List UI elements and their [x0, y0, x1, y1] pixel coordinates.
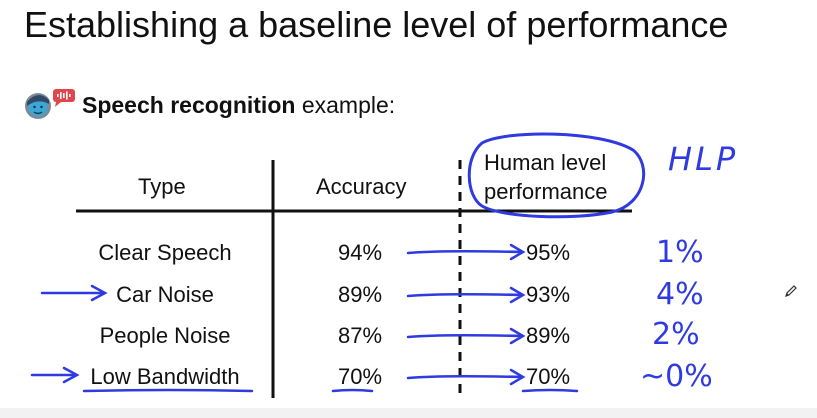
header-human-line1: Human level — [484, 150, 607, 175]
header-human-level-performance: Human level performance — [484, 148, 608, 206]
row-type-people-noise: People Noise — [99, 323, 231, 348]
header-human-line2: performance — [484, 179, 608, 204]
underlines — [82, 388, 579, 393]
gap-car-noise: 4% — [656, 277, 704, 312]
gap-low-bandwidth: ~0% — [640, 359, 713, 394]
row-type-clear-speech: Clear Speech — [98, 240, 232, 265]
gap-clear-speech: 1% — [656, 235, 704, 270]
row-accuracy-car-noise: 89% — [338, 282, 383, 307]
row-hlp-low-bandwidth: 70% — [526, 364, 571, 389]
subtitle: Speech recognition example: — [82, 92, 395, 119]
arrow-car-noise — [406, 286, 526, 304]
row-type-car-noise: Car Noise — [116, 282, 214, 307]
arrow-people-noise — [406, 327, 526, 345]
header-accuracy: Accuracy — [316, 174, 407, 199]
row-accuracy-clear-speech: 94% — [338, 240, 383, 265]
row-accuracy-people-noise: 87% — [338, 323, 383, 348]
bottom-strip — [0, 408, 817, 418]
row-hlp-people-noise: 89% — [526, 323, 571, 348]
subtitle-rest: example: — [295, 92, 396, 118]
subtitle-bold: Speech recognition — [82, 92, 296, 118]
underline-low-bandwidth — [82, 388, 254, 393]
speaking-person-icon — [25, 89, 75, 119]
row-hlp-clear-speech: 95% — [526, 240, 571, 265]
gap-people-noise: 2% — [652, 317, 700, 352]
header-type: Type — [138, 174, 186, 199]
row-type-low-bandwidth: Low Bandwidth — [90, 364, 240, 389]
underline-accuracy-70 — [331, 388, 374, 393]
row-hlp-car-noise: 93% — [526, 282, 571, 307]
hlp-label: HLP — [668, 140, 738, 178]
row-accuracy-low-bandwidth: 70% — [338, 364, 383, 389]
pencil-cursor-icon[interactable] — [784, 284, 798, 298]
arrow-clear-speech — [406, 243, 526, 261]
slide-title: Establishing a baseline level of perform… — [24, 4, 729, 45]
arrow-low-bandwidth — [406, 368, 526, 386]
underline-hlp-70 — [521, 388, 579, 393]
